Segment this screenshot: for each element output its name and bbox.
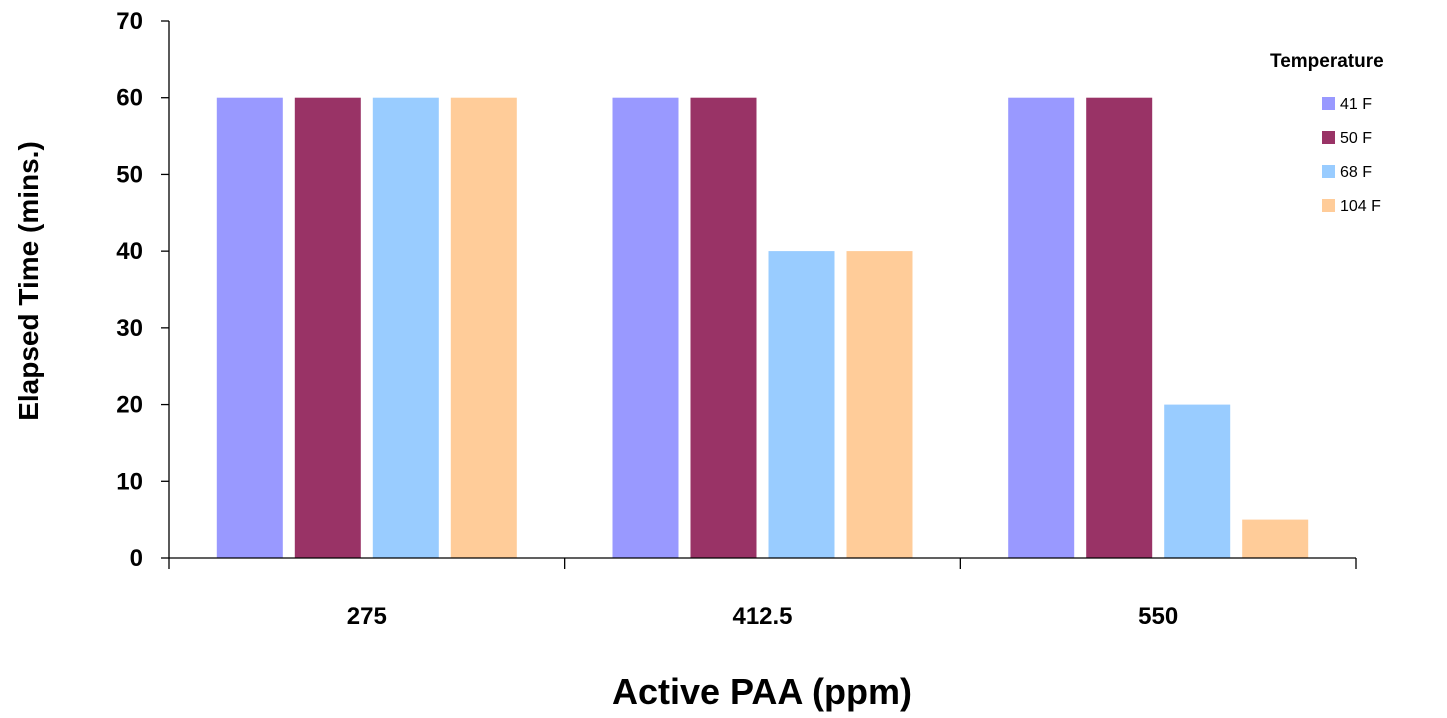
legend-swatch — [1322, 97, 1335, 110]
y-tick-label: 30 — [116, 315, 143, 342]
bar-104f-275 — [450, 97, 517, 558]
bar-68f-412_5 — [768, 251, 835, 558]
x-tick-label: 412.5 — [732, 603, 792, 630]
legend-swatch — [1322, 199, 1335, 212]
y-tick-label: 0 — [130, 545, 143, 572]
bar-104f-550 — [1242, 519, 1309, 558]
bar-41f-275 — [216, 97, 283, 558]
legend-label: 50 F — [1340, 130, 1372, 147]
y-tick-label: 60 — [116, 85, 143, 112]
bars-layer — [216, 97, 1309, 558]
legend-label: 104 F — [1340, 198, 1381, 215]
bar-41f-412_5 — [612, 97, 679, 558]
y-tick-label: 20 — [116, 392, 143, 419]
bar-50f-550 — [1086, 97, 1153, 558]
bar-68f-275 — [372, 97, 439, 558]
legend-label: 68 F — [1340, 164, 1372, 181]
legend-items: 41 F 50 F 68 F 104 F — [1322, 96, 1381, 215]
bar-68f-550 — [1164, 404, 1231, 558]
legend-swatch — [1322, 165, 1335, 178]
legend-swatch — [1322, 131, 1335, 144]
bar-50f-412_5 — [690, 97, 757, 558]
bar-104f-412_5 — [846, 251, 913, 558]
y-tick-label: 40 — [116, 238, 143, 265]
axes-layer — [161, 20, 1357, 569]
y-tick-label: 10 — [116, 468, 143, 495]
x-tick-labels: 275 412.5 550 — [347, 603, 1178, 630]
legend-label: 41 F — [1340, 96, 1372, 113]
legend: Temperature 41 F 50 F 68 F 104 F — [1270, 51, 1384, 215]
bar-41f-550 — [1008, 97, 1075, 558]
x-tick-label: 275 — [347, 603, 387, 630]
legend-title: Temperature — [1270, 51, 1384, 72]
x-axis-title: Active PAA (ppm) — [612, 671, 912, 712]
bar-50f-275 — [294, 97, 361, 558]
y-axis-title: Elapsed Time (mins.) — [13, 141, 44, 421]
y-tick-labels: 0 10 20 30 40 50 60 70 — [116, 8, 143, 572]
y-tick-label: 70 — [116, 8, 143, 35]
y-tick-label: 50 — [116, 161, 143, 188]
x-tick-label: 550 — [1138, 603, 1178, 630]
